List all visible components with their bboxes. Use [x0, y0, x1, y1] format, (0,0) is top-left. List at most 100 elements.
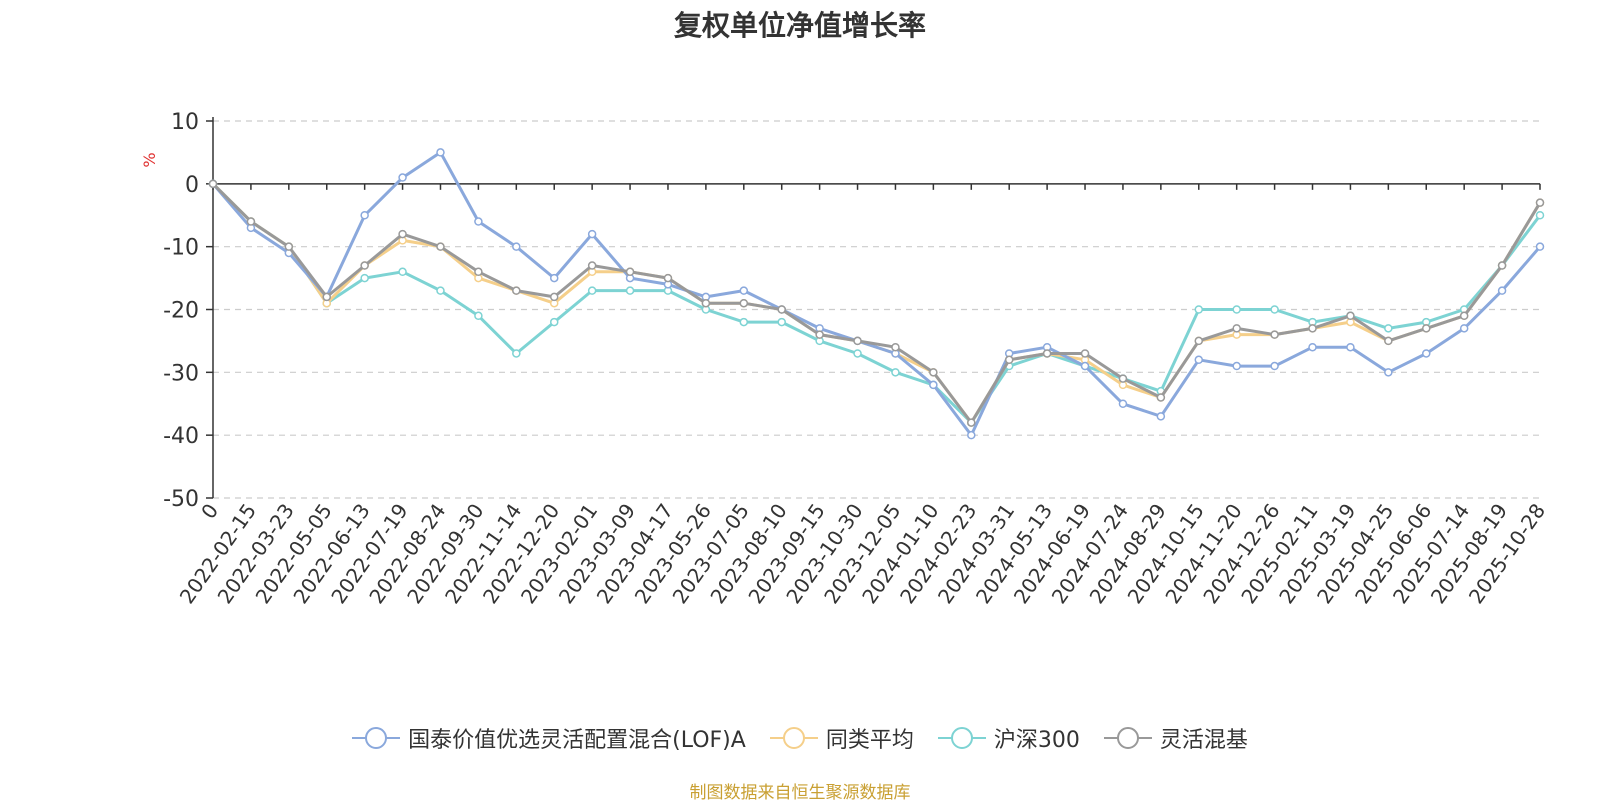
legend-marker-icon: [352, 727, 401, 749]
data-point: [436, 286, 445, 295]
axis-layer: 100-10-20-30-40-5002022-02-152022-03-232…: [163, 110, 1550, 608]
data-point: [739, 317, 749, 327]
data-point: [625, 286, 635, 295]
data-point: [360, 273, 369, 283]
data-point: [1118, 399, 1128, 408]
data-point: [1156, 393, 1166, 402]
data-point: [1384, 368, 1393, 377]
data-point: [208, 179, 218, 189]
legend-marker-icon: [1103, 727, 1152, 749]
x-tick-label: 0: [196, 499, 223, 523]
data-point: [360, 211, 369, 220]
data-point: [739, 286, 749, 295]
data-point: [1042, 349, 1052, 358]
y-axis-unit-label: %: [140, 152, 159, 167]
legend-label: 沪深300: [993, 728, 1080, 753]
data-point: [1346, 342, 1355, 352]
data-point: [1156, 412, 1166, 421]
data-point: [1459, 311, 1469, 321]
data-point: [1270, 330, 1279, 339]
data-point: [1384, 336, 1393, 346]
legend-item[interactable]: 国泰价值优选灵活配置混合(LOF)A: [352, 722, 746, 754]
y-tick-label: 0: [185, 173, 199, 198]
data-point: [549, 292, 559, 302]
y-tick-label: -40: [163, 424, 199, 449]
data-point: [512, 286, 521, 295]
data-point: [1422, 324, 1431, 333]
data-point: [1270, 305, 1279, 314]
data-point: [1535, 211, 1545, 220]
data-point: [1384, 324, 1393, 333]
data-point: [587, 261, 597, 270]
data-point: [549, 317, 559, 327]
series-layer: [208, 148, 1545, 440]
chart-title: 复权单位净值增长率: [673, 9, 926, 42]
data-point: [1004, 355, 1014, 365]
data-point: [1194, 305, 1204, 314]
y-tick-label: -10: [163, 236, 199, 261]
data-point: [739, 298, 749, 308]
data-point: [1346, 311, 1355, 321]
y-tick-label: -20: [163, 299, 199, 324]
data-point: [360, 261, 369, 270]
legend-item[interactable]: 灵活混基: [1103, 722, 1248, 754]
legend-label: 同类平均: [825, 728, 914, 753]
series-line: [211, 150, 1542, 437]
series-line: [211, 182, 1542, 425]
data-point: [929, 380, 938, 390]
data-point: [398, 229, 407, 239]
data-point: [1308, 324, 1317, 333]
data-point: [1080, 349, 1090, 358]
series-line: [211, 182, 1542, 425]
data-point: [587, 229, 597, 239]
data-point: [1232, 324, 1241, 333]
data-point: [1535, 198, 1545, 207]
data-point: [929, 368, 938, 377]
data-point: [701, 298, 711, 308]
legend-item[interactable]: 同类平均: [769, 722, 914, 754]
data-point: [967, 430, 976, 440]
data-point: [512, 242, 521, 251]
data-point: [474, 267, 483, 277]
data-point: [436, 242, 445, 251]
data-point: [1535, 242, 1545, 251]
data-point: [815, 330, 824, 339]
data-point: [1270, 361, 1279, 371]
data-point: [322, 292, 331, 302]
data-point: [891, 342, 900, 352]
data-point: [474, 217, 483, 226]
data-point: [1232, 305, 1241, 314]
data-point: [398, 173, 407, 182]
legend-label: 国泰价值优选灵活配置混合(LOF)A: [408, 728, 746, 753]
data-point: [777, 317, 786, 327]
legend-marker-icon: [937, 727, 986, 749]
series-line: [211, 182, 1542, 425]
data-point: [967, 418, 976, 427]
data-point: [587, 286, 597, 295]
legend-label: 灵活混基: [1159, 728, 1248, 753]
data-point: [474, 311, 483, 321]
legend-item[interactable]: 沪深300: [937, 722, 1080, 754]
data-point: [436, 148, 445, 157]
data-point: [1194, 336, 1204, 346]
data-source-note: 制图数据来自恒生聚源数据库: [689, 783, 911, 803]
chart-legend: 国泰价值优选灵活配置混合(LOF)A 同类平均 沪深300 灵活混基: [0, 722, 1600, 754]
data-point: [853, 349, 862, 358]
data-point: [512, 349, 521, 358]
data-point: [1497, 261, 1507, 270]
y-tick-label: 10: [171, 110, 199, 135]
data-point: [625, 267, 635, 277]
y-tick-label: -30: [163, 361, 199, 386]
data-point: [1232, 361, 1241, 371]
data-point: [1118, 374, 1128, 383]
data-point: [1308, 342, 1317, 352]
data-point: [246, 217, 256, 226]
data-point: [284, 242, 294, 251]
data-point: [891, 368, 900, 377]
y-tick-label: -50: [163, 487, 199, 512]
data-point: [1459, 324, 1469, 333]
grid-layer: [213, 120, 1540, 499]
line-chart: 100-10-20-30-40-5002022-02-152022-03-232…: [140, 110, 1550, 608]
data-point: [1194, 355, 1204, 365]
legend-marker-icon: [769, 727, 818, 749]
